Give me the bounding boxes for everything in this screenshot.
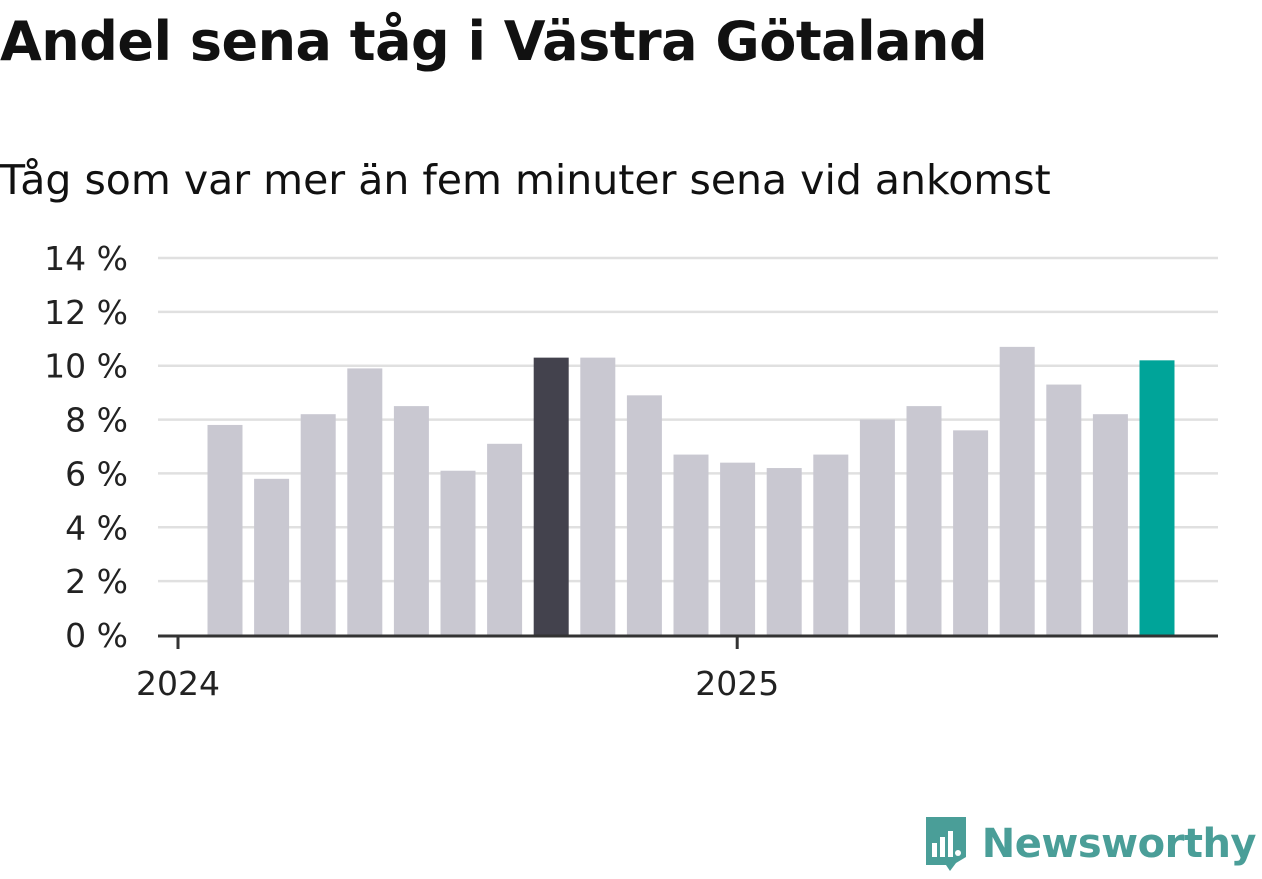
y-tick-label: 14 %	[44, 239, 128, 278]
bar	[347, 368, 383, 635]
bar	[1092, 414, 1128, 635]
x-tick-label: 2025	[695, 664, 779, 703]
y-tick-label: 12 %	[44, 293, 128, 332]
x-tick-label: 2024	[136, 664, 220, 703]
bar	[673, 454, 709, 635]
bar	[300, 414, 336, 635]
y-tick-label: 2 %	[65, 562, 128, 601]
y-tick-label: 6 %	[65, 454, 128, 493]
bar	[999, 346, 1035, 635]
bar	[1139, 360, 1175, 635]
bar	[254, 478, 290, 635]
bar	[440, 470, 476, 635]
bar	[533, 357, 569, 635]
newsworthy-logo-icon	[925, 817, 966, 871]
brand-name: Newsworthy	[981, 821, 1257, 867]
y-axis-ticks: 0 % 2 % 4 % 6 % 8 % 10 % 12 % 14 %	[44, 239, 128, 655]
y-tick-label: 10 %	[44, 347, 128, 386]
bar-chart: 0 % 2 % 4 % 6 % 8 % 10 % 12 % 14 % 2024 2025	[44, 239, 1218, 703]
chart-title: Andel sena tåg i Västra Götaland	[0, 10, 988, 73]
bar	[953, 430, 989, 635]
bar	[1046, 384, 1082, 635]
bar	[813, 454, 849, 635]
bar	[487, 443, 523, 635]
bar	[766, 468, 802, 635]
bar	[207, 424, 243, 635]
chart-subtitle: Tåg som var mer än fem minuter sena vid …	[0, 156, 1051, 204]
bar	[720, 462, 756, 635]
x-axis-ticks: 2024 2025	[136, 635, 779, 703]
bar	[859, 419, 895, 635]
bar	[626, 395, 662, 635]
y-tick-label: 4 %	[65, 508, 128, 547]
bar	[580, 357, 616, 635]
bar	[906, 406, 942, 635]
y-tick-label: 8 %	[65, 401, 128, 440]
bar	[393, 406, 429, 635]
y-tick-label: 0 %	[65, 616, 128, 655]
brand-logo: Newsworthy	[922, 815, 1257, 873]
bars	[207, 346, 1175, 635]
